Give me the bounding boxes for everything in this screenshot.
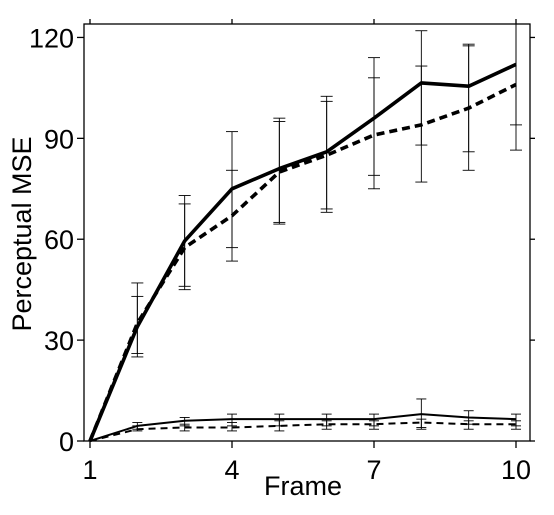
- x-tick-label: 4: [224, 455, 239, 485]
- series-line-2: [88, 82, 517, 442]
- x-axis-label: Frame: [264, 471, 342, 501]
- x-tick-label: 7: [366, 455, 381, 485]
- series-lines: [88, 62, 517, 442]
- tick-labels: 0 30 60 90 120 1 4 7 10: [29, 23, 531, 485]
- y-axis-label: Perceptual MSE: [7, 136, 37, 331]
- y-tick-label: 0: [59, 427, 74, 457]
- plot-frame: [83, 23, 531, 442]
- x-tick-label: 1: [82, 455, 97, 485]
- series-line-4: [89, 421, 516, 442]
- y-tick-label: 120: [29, 23, 74, 53]
- y-tick-label: 90: [44, 124, 74, 154]
- x-tick-label: 10: [501, 455, 531, 485]
- series-line-3: [89, 413, 517, 442]
- series-line-1: [88, 62, 517, 442]
- y-tick-label: 30: [44, 326, 74, 356]
- y-tick-label: 60: [44, 225, 74, 255]
- axes: [77, 19, 535, 448]
